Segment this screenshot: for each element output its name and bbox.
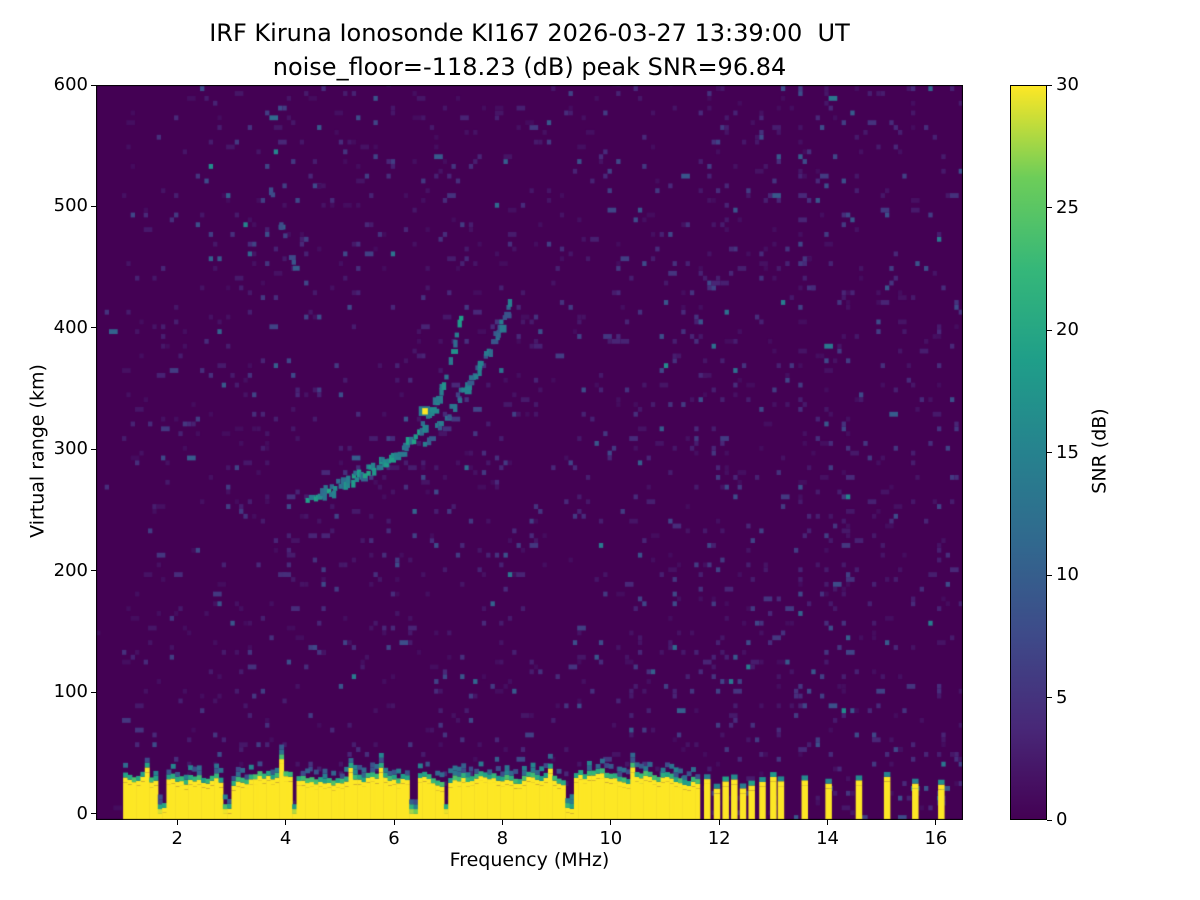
x-tick — [393, 820, 395, 825]
x-tick-label: 2 — [171, 828, 183, 849]
x-tick-label: 10 — [599, 828, 623, 849]
x-tick — [285, 820, 287, 825]
colorbar-tick-label: 10 — [1056, 564, 1079, 585]
y-tick — [91, 570, 96, 572]
y-tick — [91, 813, 96, 815]
chart-title-line1: IRF Kiruna Ionosonde KI167 2026-03-27 13… — [209, 19, 850, 47]
y-tick-label: 400 — [53, 316, 88, 338]
colorbar-tick — [1047, 697, 1052, 698]
x-tick-label: 8 — [496, 828, 509, 849]
colorbar-tick — [1047, 574, 1052, 576]
x-axis-label: Frequency (MHz) — [449, 849, 610, 871]
colorbar — [1010, 85, 1047, 820]
colorbar-tick — [1047, 207, 1052, 208]
heatmap-canvas — [96, 85, 963, 820]
y-tick — [91, 691, 96, 693]
colorbar-tick-label: 25 — [1056, 196, 1079, 218]
colorbar-tick-label: 15 — [1056, 441, 1079, 463]
colorbar-tick-label: 20 — [1056, 319, 1079, 340]
x-tick — [935, 820, 937, 825]
colorbar-tick-label: 30 — [1056, 74, 1079, 95]
x-tick-label: 14 — [816, 828, 839, 849]
colorbar-tick-label: 5 — [1056, 686, 1068, 708]
x-tick-label: 12 — [707, 828, 731, 849]
y-tick — [91, 205, 96, 207]
x-tick-label: 6 — [388, 828, 400, 849]
y-tick — [91, 84, 96, 86]
colorbar-tick-label: 0 — [1056, 809, 1068, 830]
x-tick — [176, 820, 178, 825]
y-tick-label: 0 — [76, 802, 88, 824]
colorbar-tick — [1047, 819, 1052, 821]
colorbar-tick — [1047, 452, 1052, 453]
y-tick-label: 500 — [53, 195, 88, 217]
x-tick-label: 16 — [924, 828, 948, 849]
x-tick-label: 4 — [279, 828, 292, 849]
chart-title-line2: noise_floor=-118.23 (dB) peak SNR=96.84 — [272, 53, 787, 81]
y-tick-label: 100 — [53, 681, 88, 703]
x-tick — [827, 820, 829, 825]
y-tick — [91, 448, 96, 450]
y-tick — [91, 327, 96, 329]
colorbar-tick — [1047, 84, 1052, 86]
x-tick — [501, 820, 503, 825]
y-tick-label: 600 — [53, 74, 88, 95]
y-tick-label: 200 — [53, 559, 88, 581]
x-tick — [718, 820, 720, 825]
x-tick — [610, 820, 612, 825]
y-tick-label: 300 — [53, 438, 88, 460]
colorbar-tick — [1047, 329, 1052, 331]
